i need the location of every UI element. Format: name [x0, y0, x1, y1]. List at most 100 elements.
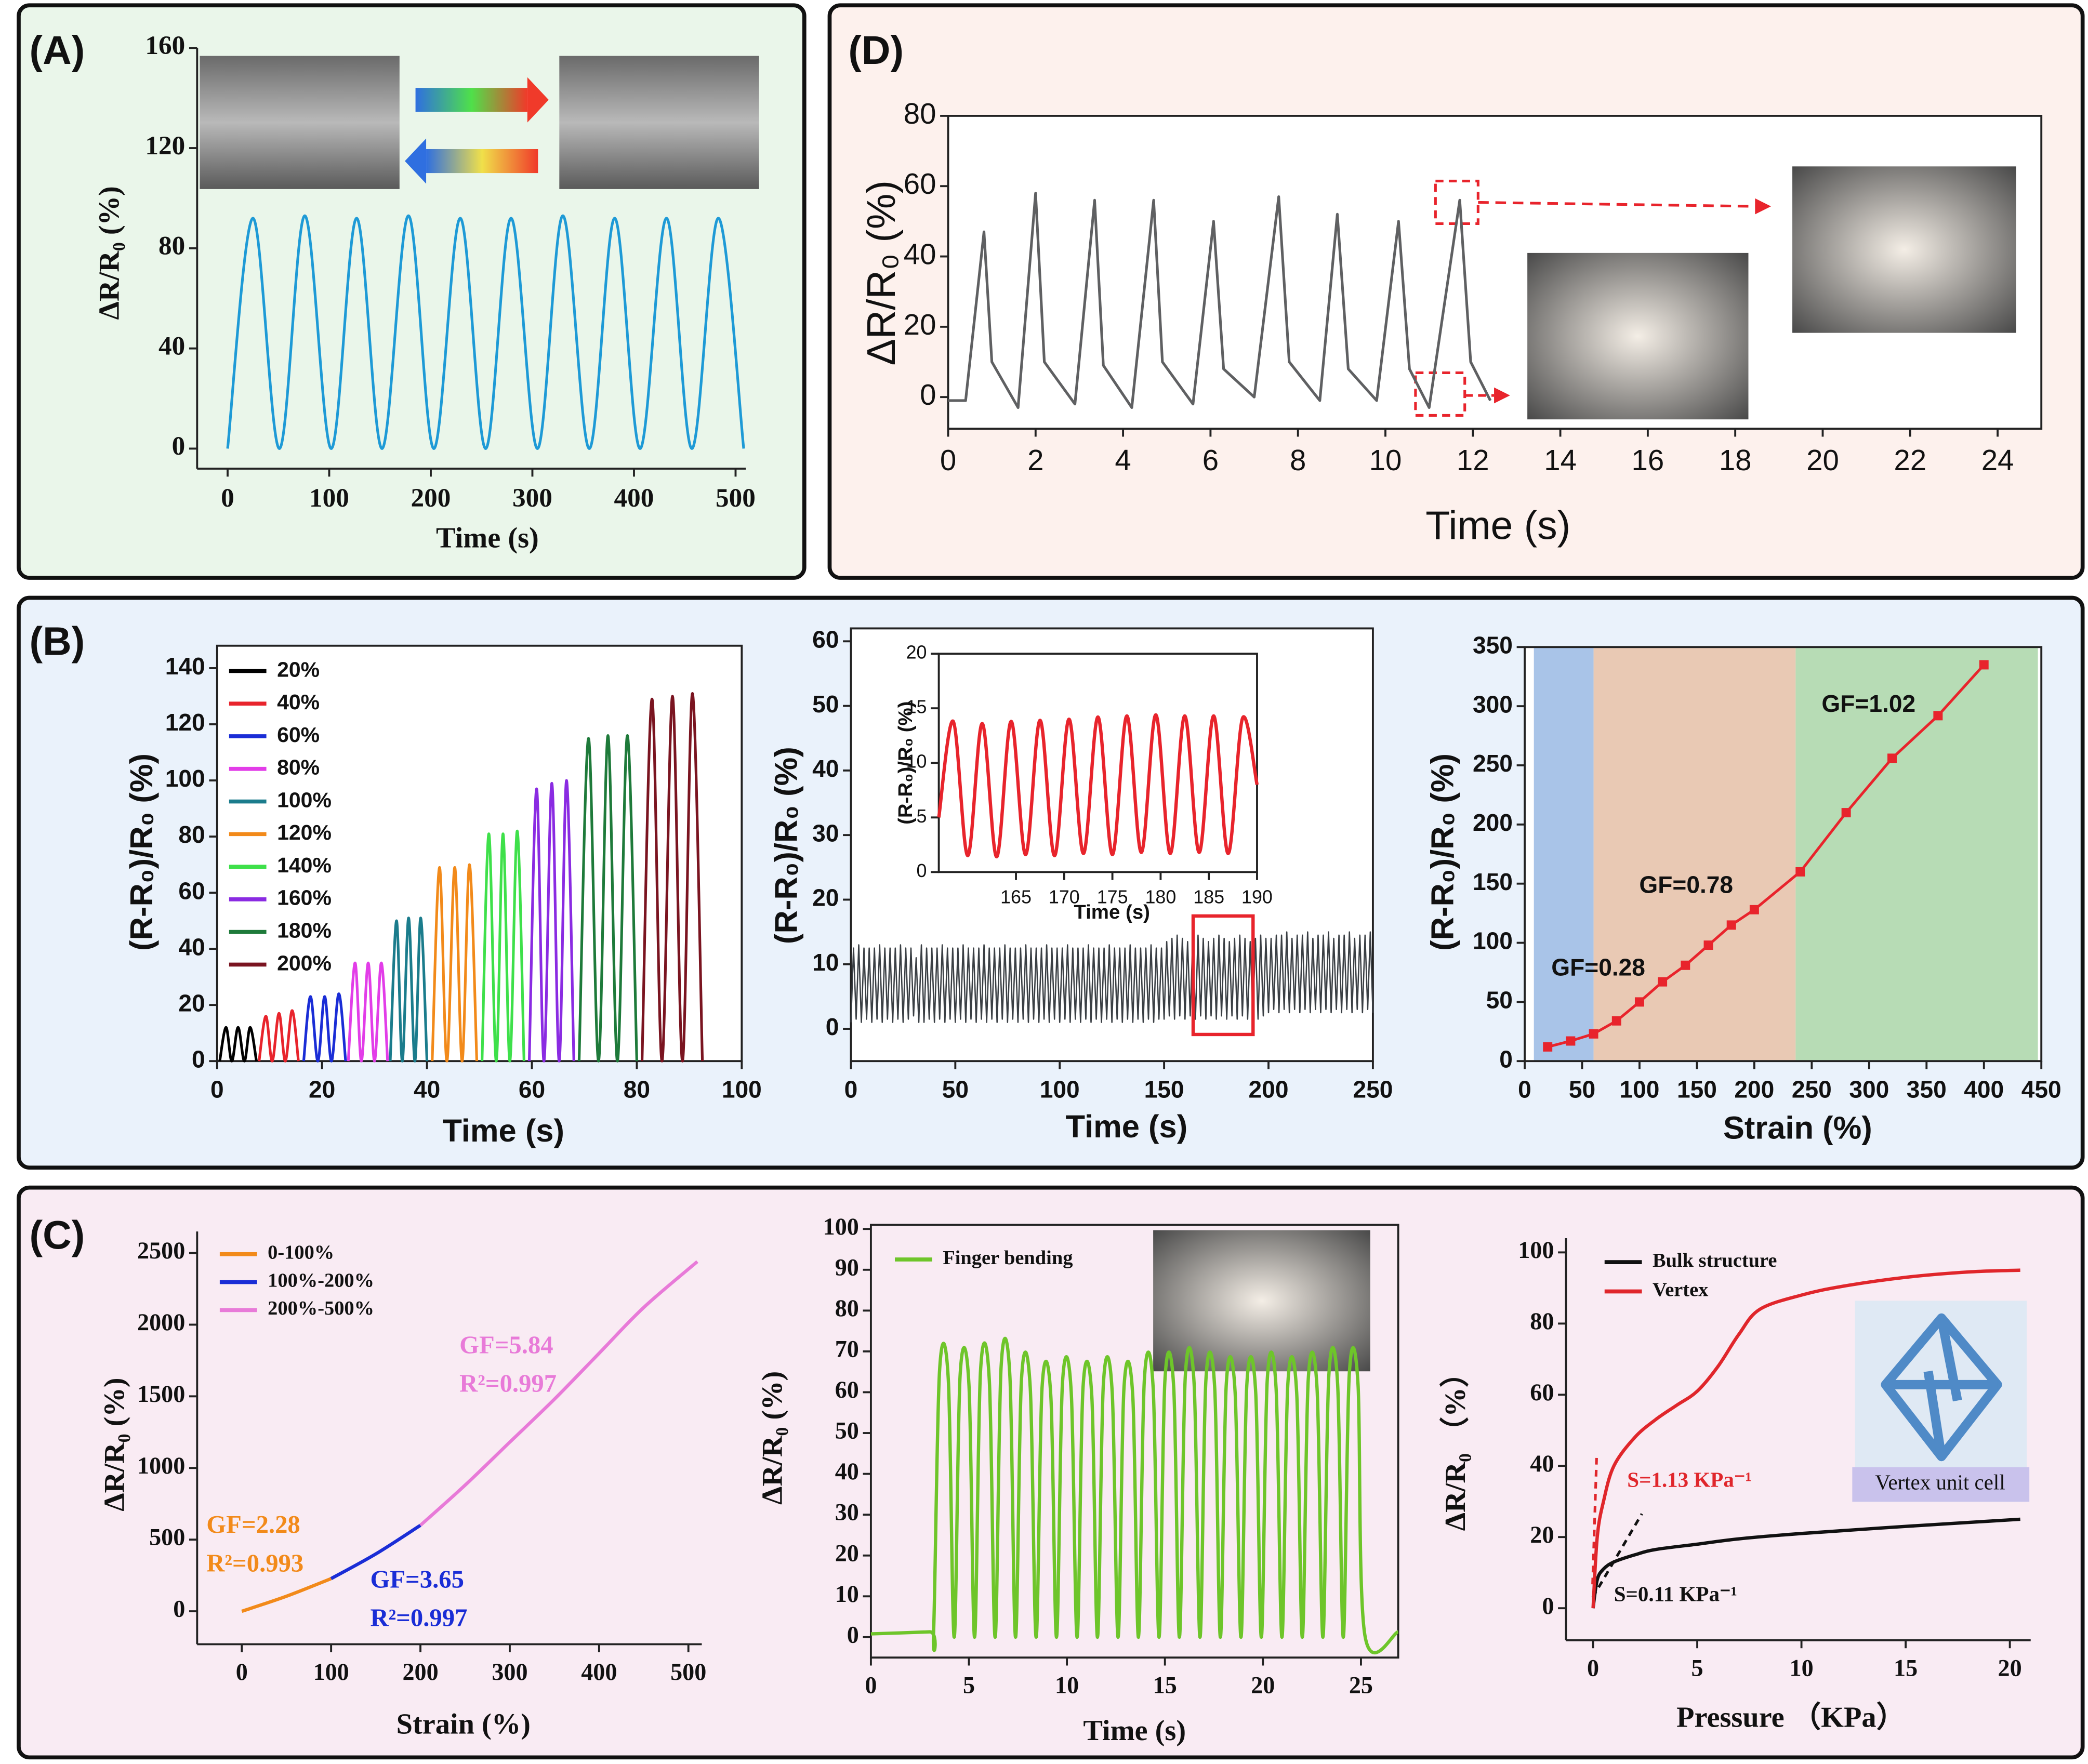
legend-label: Finger bending — [943, 1247, 1073, 1269]
y-tick-label: 10 — [835, 1581, 859, 1607]
legend-label: 140% — [277, 853, 332, 877]
marker — [1841, 808, 1851, 818]
x-tick-label: 25 — [1349, 1672, 1373, 1699]
y-axis-label: ΔR/R₀ (%) — [99, 1378, 131, 1511]
series-line — [258, 1009, 300, 1063]
x-tick-label: 50 — [942, 1076, 969, 1103]
legend-label: 0-100% — [268, 1242, 334, 1264]
y-tick-label: 40 — [835, 1458, 859, 1484]
legend-label: 20% — [277, 657, 320, 681]
x-tick-label: 175 — [1097, 887, 1128, 908]
y-tick-label: 30 — [835, 1499, 859, 1526]
y-tick-label: 60 — [812, 626, 839, 653]
series-line — [302, 992, 347, 1063]
x-tick-label: 0 — [236, 1659, 248, 1685]
x-axis-label: Time (s) — [1066, 1109, 1188, 1145]
x-axis-label: Time (s) — [442, 1113, 564, 1149]
zoom-box — [1191, 914, 1255, 1037]
y-tick-label: 140 — [165, 653, 205, 680]
y-axis-label: ΔR/R₀ (%) — [756, 1371, 788, 1505]
x-tick-label: 0 — [844, 1076, 858, 1103]
y-tick-label: 60 — [835, 1376, 859, 1403]
legend-label: 200%-500% — [268, 1297, 374, 1319]
plot-frame — [869, 1224, 1399, 1659]
x-axis-label: Time (s) — [1074, 901, 1150, 923]
region — [1534, 647, 1594, 1062]
marker — [1634, 997, 1644, 1007]
x-tick-label: 200 — [402, 1659, 438, 1685]
y-tick-label: 5 — [917, 806, 927, 827]
legend-label: Bulk structure — [1653, 1250, 1777, 1271]
legend-label: 80% — [277, 755, 320, 779]
series-line — [1591, 1517, 2020, 1609]
legend-label: 100% — [277, 788, 332, 812]
y-tick-label: 160 — [145, 31, 185, 60]
y-tick-label: 20 — [178, 989, 205, 1016]
marker — [1726, 920, 1736, 930]
marker — [1589, 1029, 1598, 1039]
annotation: S=1.13 KPa⁻¹ — [1627, 1467, 1751, 1491]
series-line — [419, 1260, 698, 1527]
marker — [1566, 1036, 1576, 1046]
x-tick-label: 20 — [309, 1076, 335, 1103]
legend-label: 180% — [277, 918, 332, 942]
y-axis-label: (R-R₀)/R₀ (%) — [894, 701, 917, 825]
photo — [1527, 253, 1749, 420]
series-line — [527, 779, 575, 1063]
series-line — [218, 1026, 258, 1063]
arrow-head — [527, 77, 549, 123]
x-tick-label: 20 — [1998, 1654, 2022, 1681]
x-tick-label: 8 — [1290, 444, 1306, 476]
y-tick-label: 0 — [173, 1596, 185, 1622]
octahedron — [1881, 1313, 2002, 1462]
legend-label: Vertex — [1653, 1279, 1708, 1301]
y-tick-label: 0 — [1499, 1045, 1513, 1072]
y-tick-label: 500 — [149, 1524, 185, 1550]
y-tick-label: 20 — [906, 642, 927, 663]
x-axis-label: Strain (%) — [1723, 1110, 1872, 1146]
annotation: R²=0.993 — [206, 1549, 303, 1577]
arrow-head — [405, 138, 427, 184]
y-tick-label: 60 — [1530, 1379, 1554, 1405]
x-tick-label: 5 — [1691, 1654, 1703, 1681]
x-axis-label: Time (s) — [1083, 1715, 1186, 1747]
overlay — [1191, 914, 1255, 1037]
x-tick-label: 4 — [1115, 444, 1131, 476]
marker — [1887, 753, 1897, 763]
x-tick-label: 300 — [512, 483, 552, 513]
x-tick-label: 10 — [1055, 1672, 1079, 1699]
arrow — [426, 149, 538, 174]
y-axis-label: (R-R₀)/R₀ (%) — [768, 747, 804, 944]
annotation: GF=0.78 — [1639, 871, 1733, 898]
y-tick-label: 10 — [906, 751, 927, 772]
marker — [1933, 711, 1943, 721]
marker — [1749, 905, 1759, 914]
y-axis-label: ΔR/R₀ (%) — [93, 186, 125, 320]
x-tick-label: 80 — [624, 1076, 650, 1103]
x-tick-label: 100 — [722, 1076, 762, 1103]
chart: 0 20 40 60 80 100 120 140 0 20 40 60 80 100 Time (s) (R… — [124, 644, 762, 1149]
y-tick-label: 120 — [145, 131, 185, 161]
x-axis-label: Time (s) — [436, 522, 539, 554]
series-line — [577, 734, 638, 1063]
y-tick-label: 80 — [835, 1295, 859, 1321]
inset-label-bg — [1852, 1467, 2030, 1502]
y-tick-label: 0 — [920, 378, 936, 411]
y-tick-label: 120 — [165, 709, 205, 736]
x-tick-label: 500 — [716, 483, 756, 513]
x-tick-label: 15 — [1894, 1654, 1918, 1681]
panel-labels: (A) (B) (C) (D) — [29, 28, 904, 1257]
arrow-head — [1494, 387, 1510, 404]
x-tick-label: 300 — [492, 1659, 527, 1685]
x-tick-label: 2 — [1027, 444, 1043, 476]
legend-label: 40% — [277, 690, 320, 714]
y-tick-label: 70 — [835, 1335, 859, 1362]
y-tick-label: 80 — [158, 231, 185, 261]
panel-label: (C) — [29, 1213, 85, 1257]
x-tick-label: 12 — [1457, 444, 1489, 476]
arrow — [415, 88, 527, 112]
x-tick-label: 100 — [313, 1659, 349, 1685]
